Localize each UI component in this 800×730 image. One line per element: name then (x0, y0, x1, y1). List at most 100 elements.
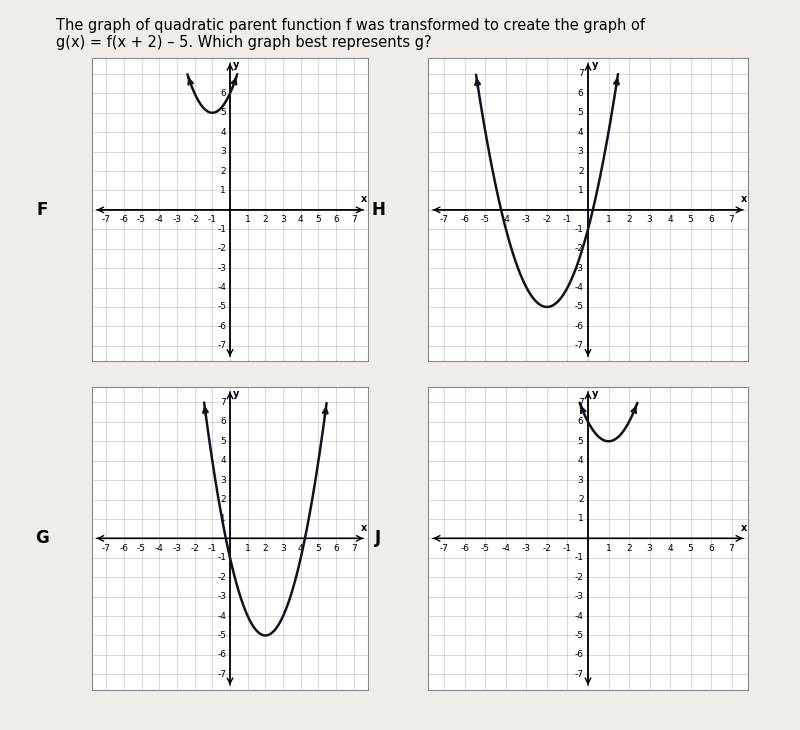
Text: 2: 2 (262, 544, 268, 553)
Text: -7: -7 (217, 670, 226, 679)
Text: H: H (371, 201, 386, 219)
Text: 2: 2 (626, 215, 632, 224)
Text: 5: 5 (220, 437, 226, 446)
Text: -2: -2 (574, 245, 583, 253)
Text: 7: 7 (578, 69, 583, 78)
Text: -2: -2 (574, 573, 583, 582)
Text: -1: -1 (217, 225, 226, 234)
Text: -6: -6 (119, 544, 128, 553)
Text: F: F (37, 201, 48, 219)
Text: 3: 3 (280, 544, 286, 553)
Text: 2: 2 (578, 495, 583, 504)
Text: 2: 2 (221, 166, 226, 175)
Text: 6: 6 (334, 215, 339, 224)
Text: x: x (741, 523, 747, 533)
Text: 7: 7 (220, 398, 226, 407)
Text: -1: -1 (208, 544, 217, 553)
Text: -4: -4 (154, 215, 164, 224)
Text: 7: 7 (578, 398, 583, 407)
Text: 3: 3 (578, 147, 583, 156)
Text: -6: -6 (119, 215, 128, 224)
Text: x: x (361, 523, 367, 533)
Text: -7: -7 (440, 544, 449, 553)
Text: 1: 1 (220, 515, 226, 523)
Text: -1: -1 (217, 553, 226, 562)
Text: -5: -5 (137, 544, 146, 553)
Text: 4: 4 (298, 544, 303, 553)
Text: 5: 5 (578, 108, 583, 118)
Text: -3: -3 (173, 544, 182, 553)
Text: 2: 2 (626, 544, 632, 553)
Text: -1: -1 (563, 215, 572, 224)
Text: -3: -3 (522, 544, 531, 553)
Text: 5: 5 (315, 544, 322, 553)
Text: y: y (233, 61, 239, 70)
Text: -3: -3 (522, 215, 531, 224)
Text: 7: 7 (729, 544, 734, 553)
Text: x: x (741, 194, 747, 204)
Text: 1: 1 (220, 186, 226, 195)
Text: -3: -3 (217, 264, 226, 272)
Text: 1: 1 (578, 186, 583, 195)
Text: 7: 7 (351, 544, 357, 553)
Text: 4: 4 (221, 456, 226, 465)
Text: -4: -4 (574, 612, 583, 620)
Text: The graph of quadratic parent function f was transformed to create the graph of: The graph of quadratic parent function f… (56, 18, 645, 34)
Text: -5: -5 (574, 631, 583, 640)
Text: 5: 5 (315, 215, 322, 224)
Text: -3: -3 (173, 215, 182, 224)
Text: -5: -5 (481, 544, 490, 553)
Text: -7: -7 (217, 342, 226, 350)
Text: 5: 5 (578, 437, 583, 446)
Text: -5: -5 (137, 215, 146, 224)
Text: -7: -7 (102, 215, 110, 224)
Text: -5: -5 (481, 215, 490, 224)
Text: 3: 3 (280, 215, 286, 224)
Text: 3: 3 (578, 476, 583, 485)
Text: -2: -2 (542, 215, 551, 224)
Text: 1: 1 (245, 215, 250, 224)
Text: g(x) = f(x + 2) – 5. Which graph best represents g?: g(x) = f(x + 2) – 5. Which graph best re… (56, 35, 432, 50)
Text: G: G (35, 529, 50, 548)
Text: -3: -3 (574, 592, 583, 601)
Text: -4: -4 (218, 283, 226, 292)
Text: -3: -3 (217, 592, 226, 601)
Text: -7: -7 (574, 670, 583, 679)
Text: 4: 4 (667, 215, 673, 224)
Text: J: J (375, 529, 382, 548)
Text: -4: -4 (154, 544, 164, 553)
Text: 2: 2 (221, 495, 226, 504)
Text: 7: 7 (351, 215, 357, 224)
Text: 1: 1 (606, 544, 611, 553)
Text: -2: -2 (218, 245, 226, 253)
Text: 4: 4 (221, 128, 226, 137)
Text: -6: -6 (217, 650, 226, 659)
Text: x: x (361, 194, 367, 204)
Text: 3: 3 (646, 544, 653, 553)
Text: -1: -1 (563, 544, 572, 553)
Text: 4: 4 (298, 215, 303, 224)
Text: -7: -7 (574, 342, 583, 350)
Text: 4: 4 (667, 544, 673, 553)
Text: 4: 4 (578, 128, 583, 137)
Text: -2: -2 (190, 215, 199, 224)
Text: -7: -7 (440, 215, 449, 224)
Text: 6: 6 (578, 418, 583, 426)
Text: -1: -1 (208, 215, 217, 224)
Text: -4: -4 (502, 544, 510, 553)
Text: -6: -6 (461, 215, 470, 224)
Text: 4: 4 (578, 456, 583, 465)
Text: 3: 3 (220, 476, 226, 485)
Text: -5: -5 (574, 302, 583, 312)
Text: -6: -6 (574, 322, 583, 331)
Text: 6: 6 (334, 544, 339, 553)
Text: y: y (592, 389, 598, 399)
Text: -2: -2 (542, 544, 551, 553)
Text: -4: -4 (502, 215, 510, 224)
Text: -3: -3 (574, 264, 583, 272)
Text: 6: 6 (220, 418, 226, 426)
Text: y: y (233, 389, 239, 399)
Text: -6: -6 (574, 650, 583, 659)
Text: y: y (592, 61, 598, 70)
Text: 6: 6 (708, 215, 714, 224)
